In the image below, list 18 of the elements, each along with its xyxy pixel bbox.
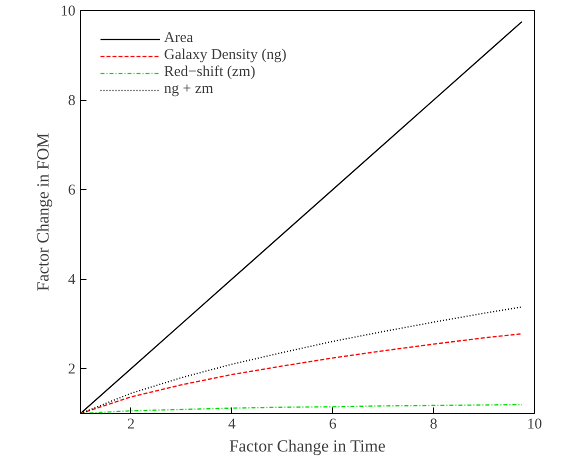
x-tick-label: 6 bbox=[328, 416, 337, 432]
y-tick-label: 6 bbox=[68, 182, 76, 199]
y-tick-label: 10 bbox=[60, 4, 76, 20]
x-tick-label: 4 bbox=[228, 416, 236, 432]
line-series bbox=[80, 333, 523, 414]
y-tick-label: 8 bbox=[68, 93, 76, 110]
y-tick-label: 2 bbox=[68, 362, 76, 378]
legend-label: Galaxy Density (ng) bbox=[164, 47, 286, 64]
x-tick-label: 2 bbox=[127, 416, 135, 432]
legend-label: Red−shift (zm) bbox=[164, 64, 256, 81]
x-axis-title: Factor Change in Time bbox=[229, 436, 386, 456]
y-tick-label: 4 bbox=[68, 272, 76, 288]
x-tick-label: 8 bbox=[430, 416, 438, 432]
y-axis-title: Factor Change in FOM bbox=[34, 132, 52, 292]
legend-label: ng + zm bbox=[164, 81, 214, 98]
line-series bbox=[80, 404, 523, 414]
legend-label: Area bbox=[164, 30, 194, 47]
x-tick-label: 10 bbox=[527, 416, 542, 432]
